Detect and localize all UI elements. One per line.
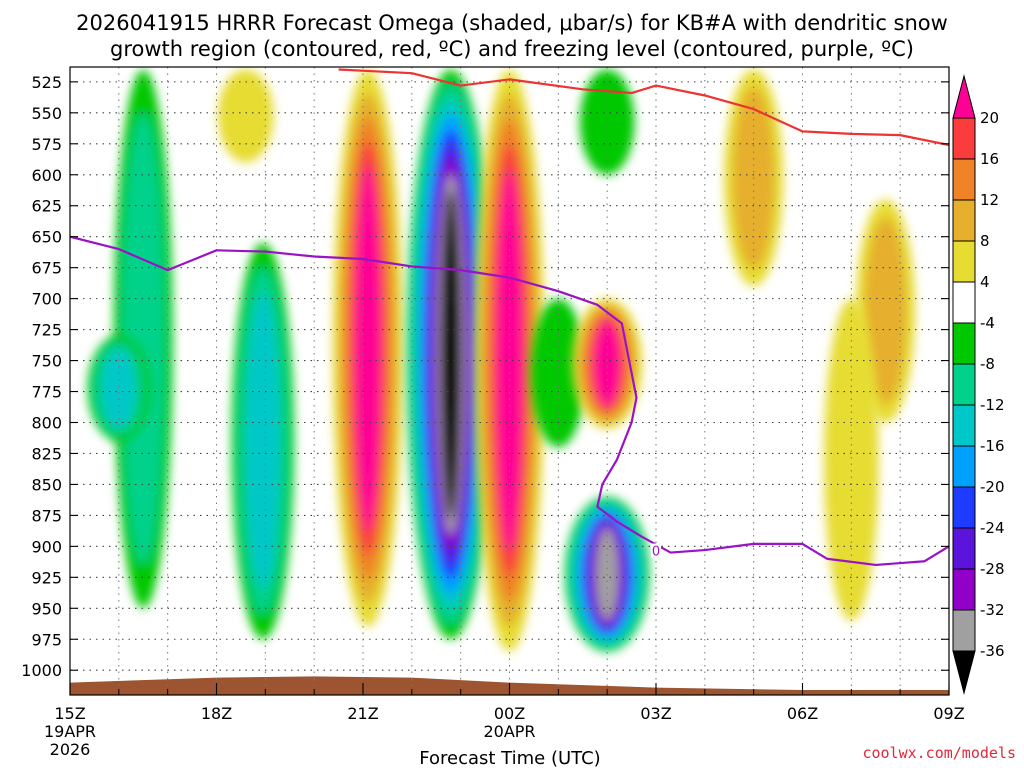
colorbar-label: -20 — [980, 478, 1005, 496]
colorbar-label: 8 — [980, 232, 990, 250]
y-tick-label: 800 — [31, 413, 62, 432]
x-axis-label: Forecast Time (UTC) — [419, 748, 600, 768]
y-tick-label: 925 — [31, 568, 62, 587]
colorbar-swatch — [952, 527, 976, 570]
omega-feature-3 — [231, 242, 295, 640]
omega-shell — [445, 205, 457, 504]
colorbar-label: -24 — [980, 519, 1005, 537]
omega-shell — [835, 335, 868, 584]
x-year-label: 2026 — [50, 740, 91, 759]
colorbar-label: -4 — [980, 314, 995, 332]
y-tick-label: 825 — [31, 444, 62, 463]
x-tick-label: 15Z — [54, 704, 85, 723]
colorbar-label: -32 — [980, 601, 1005, 619]
y-axis: 525 550 575 600 625 650 675 700 725 750 775 800 825 8… — [21, 73, 949, 680]
colorbar-label: 12 — [980, 191, 999, 209]
y-tick-label: 700 — [31, 290, 62, 309]
omega-feature-0 — [113, 69, 173, 609]
colorbar-swatch — [952, 158, 976, 201]
colorbar-bottom-arrow — [952, 650, 976, 695]
y-tick-label: 950 — [31, 599, 62, 618]
omega-shell — [108, 355, 129, 422]
y-tick-label: 1000 — [21, 661, 62, 680]
chart-title-line1: 2026041915 HRRR Forecast Omega (shaded, … — [76, 11, 948, 35]
series-line-1 — [70, 235, 949, 567]
y-tick-label: 725 — [31, 321, 62, 340]
y-tick-label: 650 — [31, 228, 62, 247]
colorbar: 20 16 12 8 4 -4 -8 -12 -16 -20 -24 -28 -32 -36 — [952, 74, 1005, 695]
x-tick-label: 03Z — [640, 704, 671, 723]
omega-shell — [252, 317, 273, 565]
omega-shell — [229, 80, 263, 152]
x-date-label: 20APR — [483, 722, 535, 741]
colorbar-swatch — [952, 199, 976, 242]
y-tick-label: 975 — [31, 630, 62, 649]
contour-lines: 0 — [70, 68, 949, 567]
y-tick-label: 875 — [31, 506, 62, 525]
omega-feature-1 — [87, 335, 150, 442]
omega-shell — [873, 235, 898, 387]
omega-shell — [360, 189, 376, 508]
omega-feature-4 — [332, 69, 403, 627]
omega-feature-8 — [572, 298, 643, 429]
contour-label-bg — [651, 543, 661, 558]
colorbar-swatch — [952, 568, 976, 611]
y-tick-label: 675 — [31, 259, 62, 278]
colorbar-label: -12 — [980, 396, 1005, 414]
omega-feature-5 — [407, 69, 495, 640]
x-tick-label: 06Z — [787, 704, 818, 723]
omega-feature-10 — [579, 69, 635, 175]
x-date-label: 19APR — [44, 722, 96, 741]
colorbar-top-arrow — [952, 74, 976, 119]
omega-shell — [599, 326, 615, 401]
x-tick-label: 00Z — [494, 704, 525, 723]
x-tick-label: 09Z — [933, 704, 964, 723]
colorbar-label: -16 — [980, 437, 1005, 455]
credit-text: coolwx.com/models — [862, 744, 1016, 762]
omega-feature-2 — [217, 69, 274, 163]
y-tick-label: 550 — [31, 104, 62, 123]
colorbar-swatch — [952, 486, 976, 529]
y-tick-label: 600 — [31, 166, 62, 185]
colorbar-swatch — [952, 609, 976, 652]
colorbar-swatch — [952, 404, 976, 447]
grid-lines — [70, 67, 949, 695]
omega-shell — [591, 81, 624, 163]
y-tick-label: 900 — [31, 537, 62, 556]
series-line-0 — [338, 68, 949, 147]
y-tick-label: 625 — [31, 197, 62, 216]
colorbar-label: -8 — [980, 355, 995, 373]
chart-title-line2: growth region (contoured, red, ºC) and f… — [110, 37, 914, 61]
y-tick-label: 850 — [31, 475, 62, 494]
colorbar-label: 16 — [980, 150, 999, 168]
y-tick-label: 525 — [31, 73, 62, 92]
colorbar-label: 4 — [980, 273, 990, 291]
colorbar-swatch — [952, 445, 976, 488]
colorbar-swatch — [952, 363, 976, 406]
y-tick-label: 775 — [31, 383, 62, 402]
omega-shell — [131, 156, 156, 522]
omega-feature-13 — [824, 298, 879, 621]
colorbar-label: -28 — [980, 560, 1005, 578]
colorbar-swatch — [952, 322, 976, 365]
x-tick-label: 21Z — [347, 704, 378, 723]
colorbar-swatch — [952, 117, 976, 160]
colorbar-swatch — [952, 281, 976, 324]
y-tick-label: 575 — [31, 135, 62, 154]
x-tick-label: 18Z — [201, 704, 232, 723]
contour-label: 0 — [652, 545, 660, 560]
y-tick-label: 750 — [31, 352, 62, 371]
colorbar-label: -36 — [980, 642, 1005, 660]
colorbar-label: 20 — [980, 109, 999, 127]
omega-field — [87, 69, 916, 652]
colorbar-swatch — [952, 240, 976, 283]
